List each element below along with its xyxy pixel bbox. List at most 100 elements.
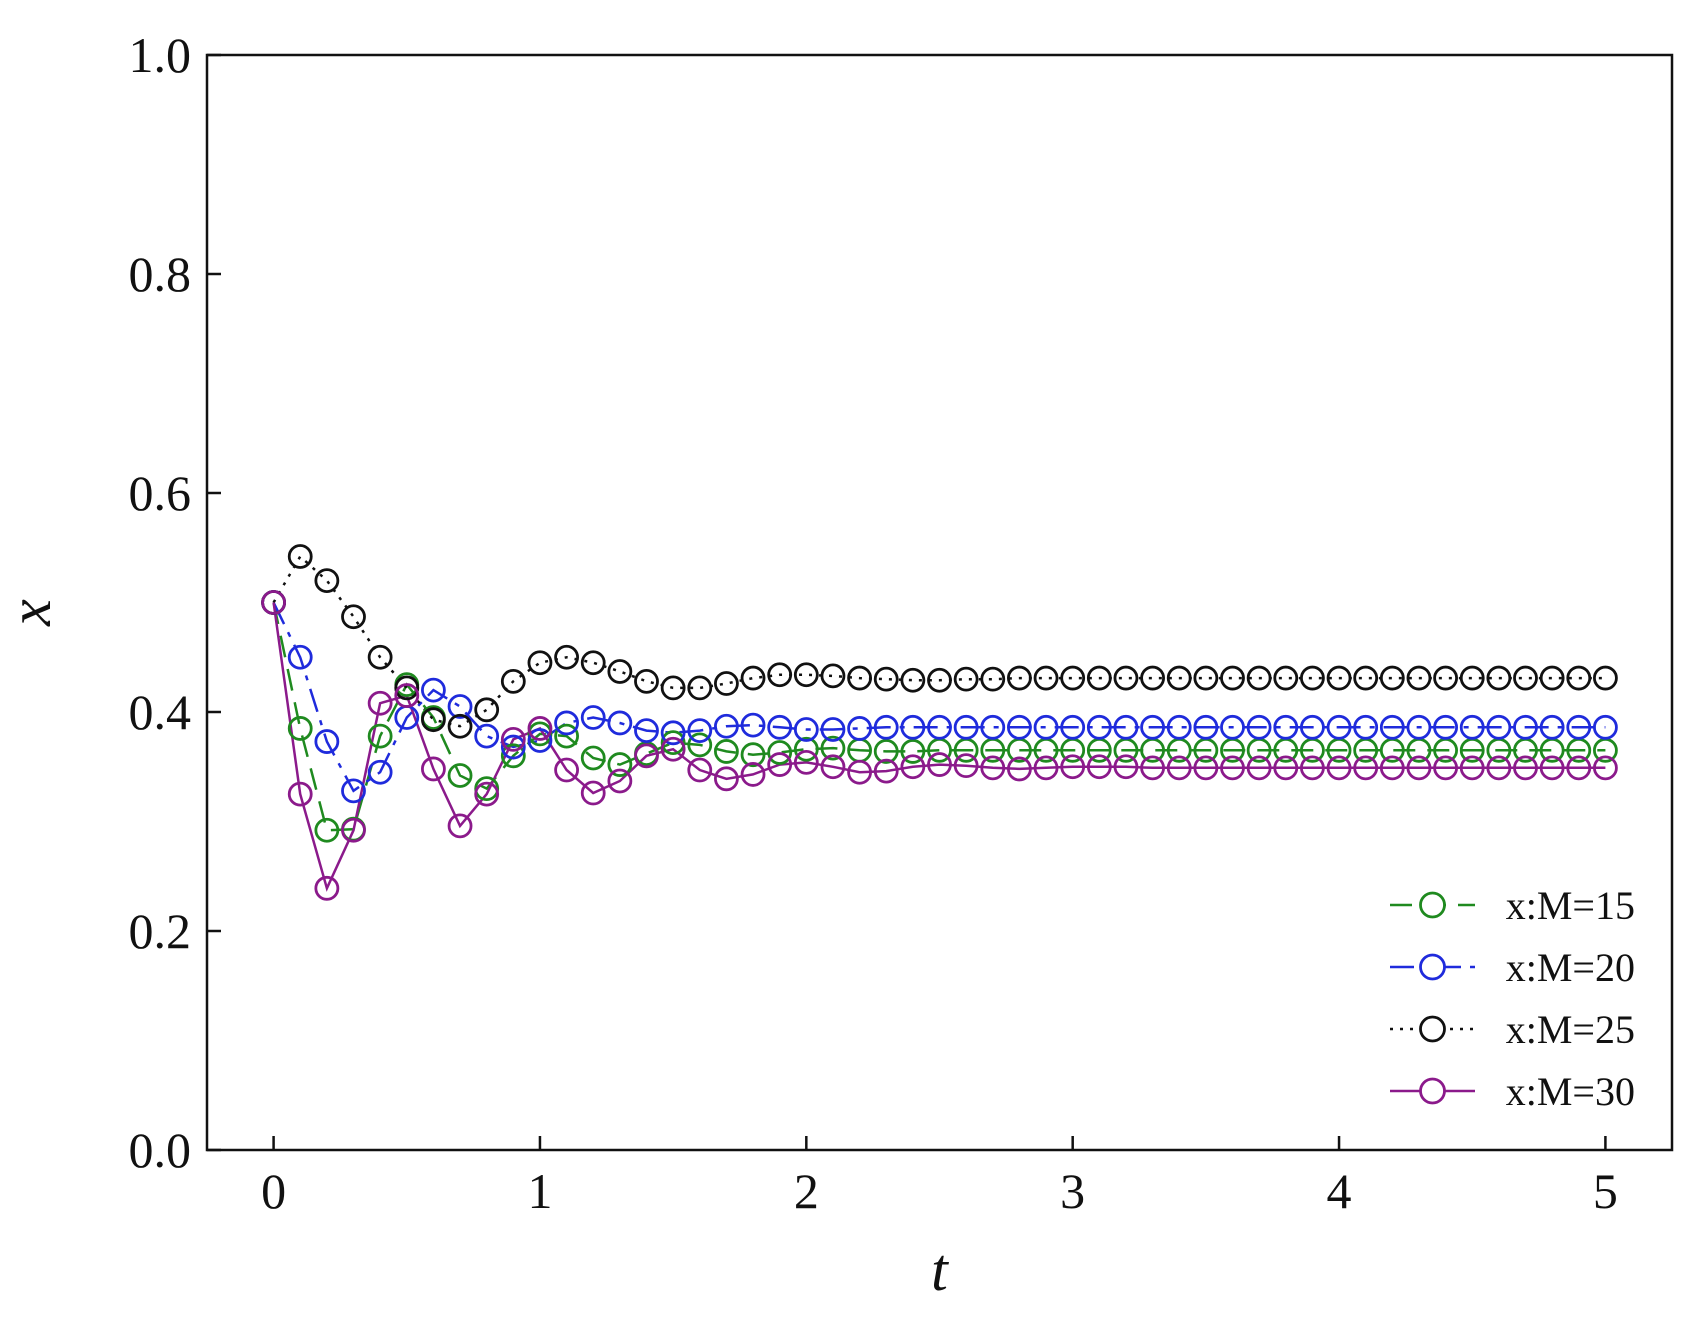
data-point — [1166, 755, 1192, 781]
data-point — [1220, 714, 1245, 740]
legend-entry: x:M=30 — [1390, 1069, 1635, 1114]
x-axis-title: t — [931, 1237, 949, 1303]
data-point — [660, 720, 686, 746]
data-point — [1300, 665, 1325, 691]
series-markers-3 — [261, 544, 1618, 739]
data-point — [1086, 714, 1112, 740]
data-point — [287, 781, 313, 807]
data-point — [314, 729, 340, 754]
x-tick-label: 4 — [1327, 1163, 1352, 1219]
legend-entry: x:M=20 — [1390, 945, 1635, 990]
data-point — [1166, 665, 1192, 691]
data-point — [1007, 756, 1032, 782]
data-point — [1566, 714, 1592, 740]
data-point — [314, 817, 340, 843]
data-point — [767, 662, 793, 688]
data-point — [1193, 665, 1219, 691]
data-point — [847, 665, 872, 691]
data-point — [1220, 755, 1245, 781]
series-markers — [261, 544, 1618, 901]
data-point — [687, 675, 713, 701]
data-point — [1513, 665, 1538, 691]
data-point — [953, 666, 979, 692]
data-point — [1007, 714, 1032, 740]
axis-ticks: 0 1 2 3 4 5 0.0 0.2 0.4 0.6 0.8 1.0 — [129, 27, 1618, 1219]
data-point — [341, 778, 366, 804]
data-point — [1166, 714, 1192, 740]
data-point — [767, 752, 793, 777]
data-point — [793, 717, 819, 742]
data-point — [1486, 665, 1512, 691]
data-point — [820, 735, 846, 761]
data-point — [1300, 714, 1325, 740]
data-point — [1593, 755, 1618, 781]
series-markers-2 — [261, 590, 1618, 804]
data-point — [421, 756, 446, 782]
data-point — [607, 768, 633, 794]
data-point — [341, 817, 366, 843]
data-point — [1406, 714, 1432, 740]
data-point — [367, 723, 393, 749]
data-point — [261, 590, 286, 615]
data-point — [767, 740, 793, 765]
data-point — [873, 758, 899, 784]
data-point — [634, 743, 659, 769]
data-point — [287, 644, 313, 670]
data-point — [1086, 665, 1112, 691]
x-tick-label: 2 — [794, 1163, 819, 1219]
data-point — [421, 677, 446, 703]
data-point — [554, 644, 579, 670]
legend-label: x:M=20 — [1506, 945, 1635, 990]
data-point — [1113, 754, 1139, 780]
data-point — [953, 714, 979, 740]
data-point — [554, 710, 579, 736]
data-point — [287, 716, 313, 741]
data-point — [1060, 714, 1086, 740]
data-point — [687, 732, 713, 758]
data-point — [447, 713, 473, 739]
data-point — [580, 780, 606, 806]
data-point — [927, 667, 952, 693]
data-point — [1060, 665, 1086, 691]
data-point — [1326, 665, 1352, 691]
data-point — [500, 726, 526, 752]
x-tick-label: 5 — [1593, 1163, 1618, 1219]
y-tick-label: 0.2 — [129, 903, 192, 959]
data-point — [1140, 665, 1165, 691]
data-point — [500, 743, 526, 769]
data-point — [1033, 755, 1059, 781]
data-point — [714, 671, 739, 696]
data-point — [394, 683, 420, 708]
data-point — [1406, 665, 1432, 691]
data-point — [1566, 665, 1592, 691]
data-point — [900, 739, 926, 764]
data-point — [687, 757, 713, 783]
data-point — [1140, 714, 1165, 740]
data-point — [1379, 714, 1405, 740]
data-point — [527, 716, 553, 741]
data-point — [1246, 714, 1272, 740]
data-point — [1193, 714, 1219, 740]
data-point — [314, 875, 340, 901]
data-point — [900, 754, 926, 780]
data-point — [607, 710, 633, 736]
data-point — [820, 717, 846, 742]
x-tick-label: 3 — [1060, 1163, 1085, 1219]
y-tick-label: 0.6 — [129, 465, 192, 521]
data-point — [580, 650, 606, 676]
data-point — [580, 705, 606, 730]
data-point — [1379, 755, 1405, 781]
data-point — [1379, 665, 1405, 691]
y-axis-title: x — [0, 599, 63, 627]
x-tick-label: 1 — [527, 1163, 552, 1219]
data-point — [314, 568, 340, 593]
data-point — [1113, 714, 1139, 740]
data-point — [660, 736, 686, 762]
data-point — [980, 755, 1006, 781]
data-point — [367, 759, 393, 785]
data-point — [1566, 755, 1592, 781]
data-point — [474, 723, 500, 749]
data-point — [714, 739, 739, 764]
